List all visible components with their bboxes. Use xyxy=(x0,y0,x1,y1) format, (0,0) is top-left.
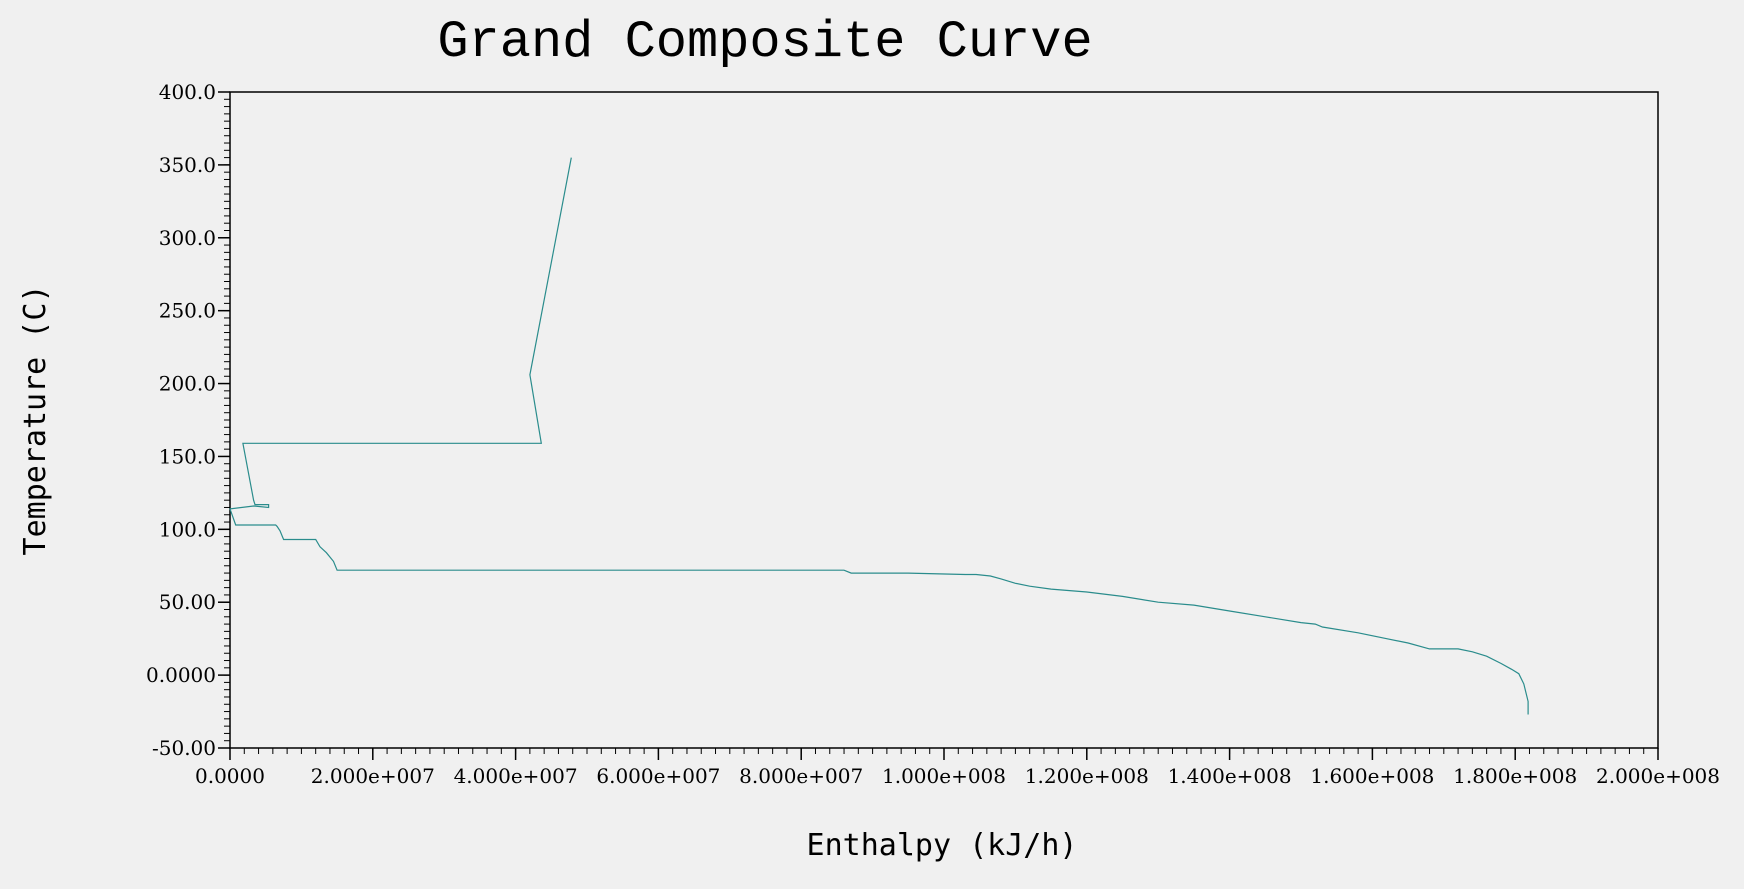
y-tick-label: 400.0 xyxy=(159,80,216,104)
y-tick-label: 350.0 xyxy=(159,153,216,177)
x-tick-label: 2.000e+007 xyxy=(311,764,435,788)
x-tick-label: 1.800e+008 xyxy=(1453,764,1577,788)
y-tick-label: 300.0 xyxy=(159,226,216,250)
y-tick-label: 250.0 xyxy=(159,299,216,323)
x-tick-label: 6.000e+007 xyxy=(596,764,720,788)
y-tick-label: 50.00 xyxy=(159,590,216,614)
y-tick-label: 150.0 xyxy=(159,444,216,468)
series-line xyxy=(229,157,1529,715)
chart-title: Grand Composite Curve xyxy=(437,13,1092,72)
y-tick-label: 100.0 xyxy=(159,517,216,541)
x-tick-label: 8.000e+007 xyxy=(739,764,863,788)
series-group xyxy=(229,157,1529,715)
plot-frame xyxy=(229,91,1659,749)
y-tick-label: 200.0 xyxy=(159,372,216,396)
x-tick-label: 1.000e+008 xyxy=(882,764,1006,788)
x-tick-label: 1.400e+008 xyxy=(1168,764,1292,788)
y-tick-label: -50.00 xyxy=(152,736,216,760)
x-tick-label: 1.200e+008 xyxy=(1025,764,1149,788)
x-axis-label: Enthalpy (kJ/h) xyxy=(807,828,1078,863)
y-axis: -50.00 0.0000 50.00 100.0 150.0 200.0 250.0 300… xyxy=(146,80,230,760)
x-tick-label: 2.000e+008 xyxy=(1596,764,1720,788)
x-tick-label: 4.000e+007 xyxy=(454,764,578,788)
y-tick-label: 0.0000 xyxy=(146,663,216,687)
y-axis-label: Temperature (C) xyxy=(18,285,53,556)
x-axis: 0.0000 2.000e+007 4.000e+007 6.000e+007 8.00… xyxy=(195,748,1720,788)
x-tick-label: 1.600e+008 xyxy=(1310,764,1434,788)
x-tick-label: 0.0000 xyxy=(195,764,265,788)
